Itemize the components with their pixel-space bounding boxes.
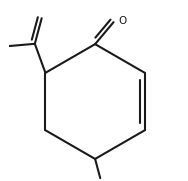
Text: O: O [118, 16, 127, 26]
